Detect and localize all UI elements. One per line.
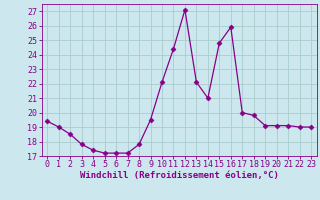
X-axis label: Windchill (Refroidissement éolien,°C): Windchill (Refroidissement éolien,°C) [80,171,279,180]
